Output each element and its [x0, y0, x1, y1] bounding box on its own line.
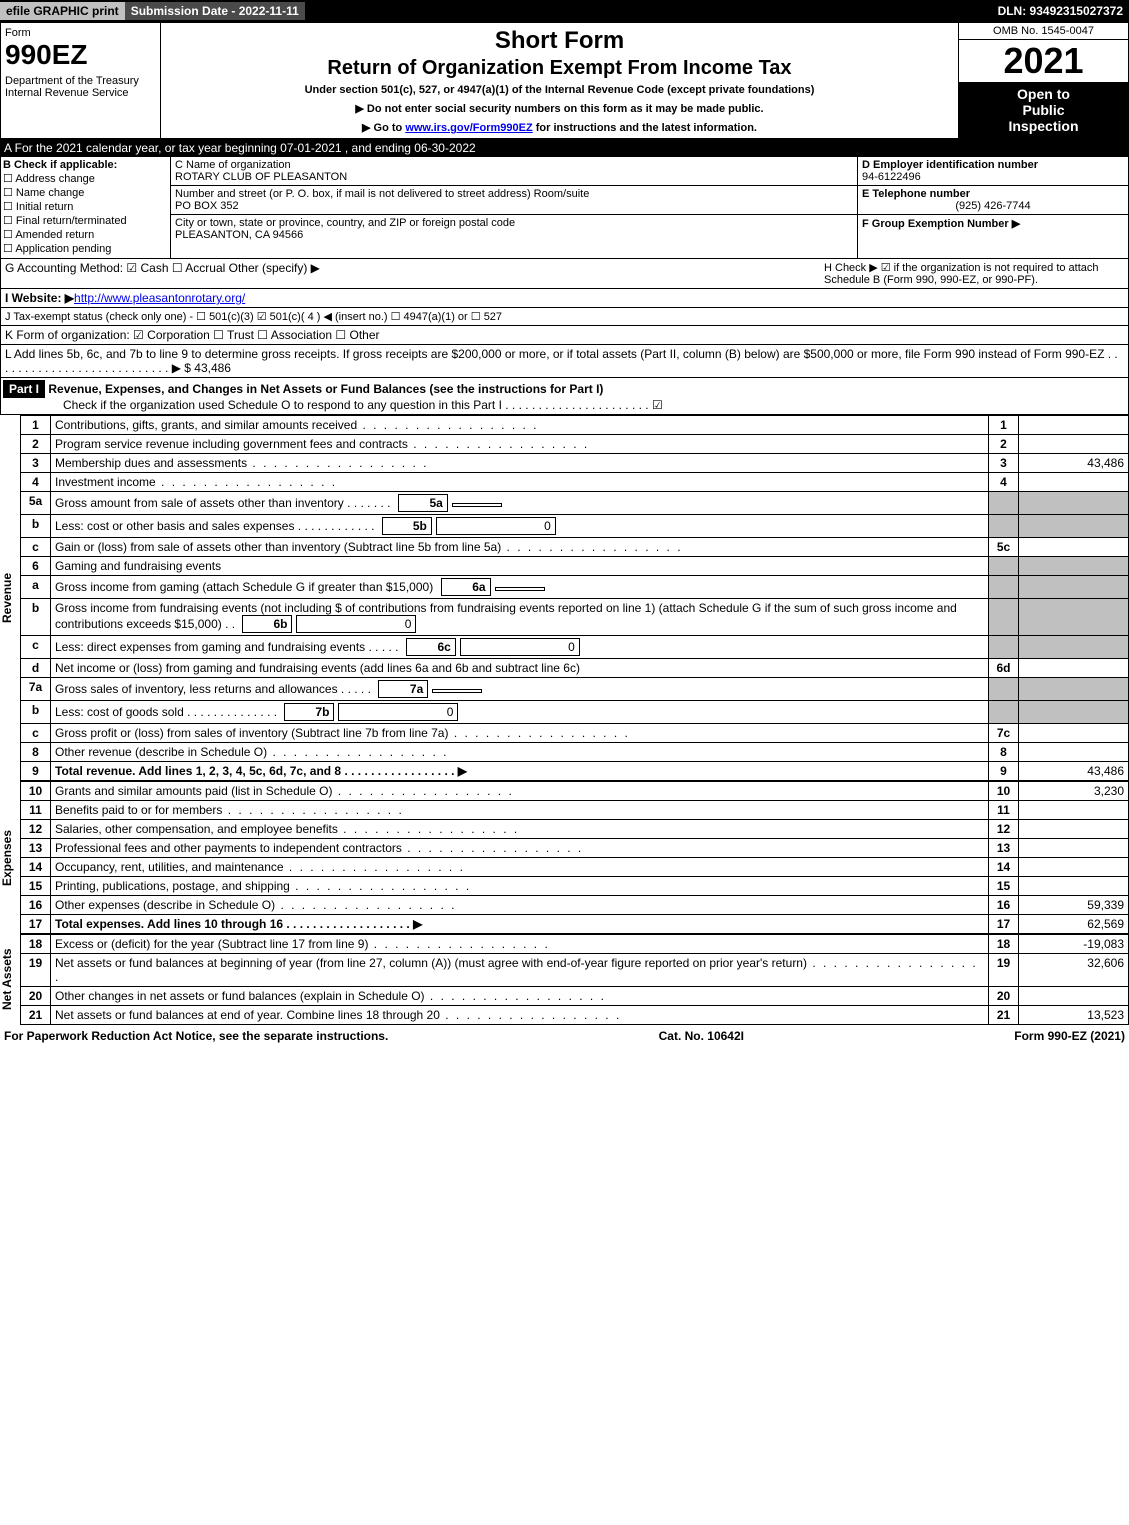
row-12: 12Salaries, other compensation, and empl… [21, 820, 1129, 839]
col-b: B Check if applicable: ☐ Address change … [1, 157, 171, 258]
row-8: 8Other revenue (describe in Schedule O)8 [21, 743, 1129, 762]
row-5c: cGain or (loss) from sale of assets othe… [21, 538, 1129, 557]
row-16: 16Other expenses (describe in Schedule O… [21, 896, 1129, 915]
form-header: Form 990EZ Department of the Treasury In… [0, 22, 1129, 139]
form-label: Form [5, 27, 156, 39]
line-a: A For the 2021 calendar year, or tax yea… [0, 139, 1129, 157]
ftr-right: Form 990-EZ (2021) [1014, 1029, 1125, 1043]
ftr-mid: Cat. No. 10642I [659, 1029, 744, 1043]
row-7b: bLess: cost of goods sold . . . . . . . … [21, 701, 1129, 724]
side-expenses: Expenses [0, 781, 20, 934]
ftr-left: For Paperwork Reduction Act Notice, see … [4, 1029, 388, 1043]
row-20: 20Other changes in net assets or fund ba… [21, 987, 1129, 1006]
row-14: 14Occupancy, rent, utilities, and mainte… [21, 858, 1129, 877]
chk-address[interactable]: ☐ Address change [3, 172, 168, 185]
chk-pending[interactable]: ☐ Application pending [3, 242, 168, 255]
dln: DLN: 93492315027372 [992, 2, 1129, 20]
row-17: 17Total expenses. Add lines 10 through 1… [21, 915, 1129, 934]
omb: OMB No. 1545-0047 [959, 23, 1128, 40]
col-def: D Employer identification number94-61224… [858, 157, 1128, 258]
row-2: 2Program service revenue including gover… [21, 435, 1129, 454]
row-gh: G Accounting Method: ☑ Cash ☐ Accrual Ot… [0, 259, 1129, 289]
subtitle: Under section 501(c), 527, or 4947(a)(1)… [165, 84, 954, 96]
header-right: OMB No. 1545-0047 2021 Open toPublicInsp… [958, 23, 1128, 138]
c-city: City or town, state or province, country… [171, 215, 857, 243]
row-21: 21Net assets or fund balances at end of … [21, 1006, 1129, 1025]
website-link[interactable]: http://www.pleasantonrotary.org/ [74, 291, 245, 305]
form-number: 990EZ [5, 39, 156, 71]
c-street: Number and street (or P. O. box, if mail… [171, 186, 857, 215]
note-2: ▶ Go to www.irs.gov/Form990EZ for instru… [165, 121, 954, 134]
row-18: 18Excess or (deficit) for the year (Subt… [21, 935, 1129, 954]
row-5a: 5aGross amount from sale of assets other… [21, 492, 1129, 515]
expenses-table: 10Grants and similar amounts paid (list … [20, 781, 1129, 934]
f-group: F Group Exemption Number ▶ [858, 215, 1128, 232]
row-19: 19Net assets or fund balances at beginni… [21, 954, 1129, 987]
netassets-table: 18Excess or (deficit) for the year (Subt… [20, 934, 1129, 1025]
col-c: C Name of organizationROTARY CLUB OF PLE… [171, 157, 858, 258]
line-g: G Accounting Method: ☑ Cash ☐ Accrual Ot… [5, 261, 824, 286]
note-1: ▶ Do not enter social security numbers o… [165, 102, 954, 115]
header-left: Form 990EZ Department of the Treasury In… [1, 23, 161, 138]
footer: For Paperwork Reduction Act Notice, see … [0, 1025, 1129, 1047]
box-b-to-f: B Check if applicable: ☐ Address change … [0, 157, 1129, 259]
row-4: 4Investment income4 [21, 473, 1129, 492]
row-7c: cGross profit or (loss) from sales of in… [21, 724, 1129, 743]
tax-year: 2021 [959, 40, 1128, 82]
title-1: Short Form [165, 27, 954, 55]
revenue-section: Revenue 1Contributions, gifts, grants, a… [0, 415, 1129, 781]
row-9: 9Total revenue. Add lines 1, 2, 3, 4, 5c… [21, 762, 1129, 781]
row-6: 6Gaming and fundraising events [21, 557, 1129, 576]
row-6a: aGross income from gaming (attach Schedu… [21, 576, 1129, 599]
netassets-section: Net Assets 18Excess or (deficit) for the… [0, 934, 1129, 1025]
part1-header: Part I Revenue, Expenses, and Changes in… [0, 378, 1129, 415]
line-l: L Add lines 5b, 6c, and 7b to line 9 to … [0, 345, 1129, 378]
irs-link[interactable]: www.irs.gov/Form990EZ [405, 122, 532, 134]
chk-initial[interactable]: ☐ Initial return [3, 200, 168, 213]
title-2: Return of Organization Exempt From Incom… [165, 57, 954, 80]
top-bar: efile GRAPHIC print Submission Date - 20… [0, 0, 1129, 22]
inspection-badge: Open toPublicInspection [959, 82, 1128, 138]
line-i: I Website: ▶http://www.pleasantonrotary.… [0, 289, 1129, 308]
submission-date: Submission Date - 2022-11-11 [125, 2, 305, 20]
efile-label[interactable]: efile GRAPHIC print [0, 2, 125, 20]
header-mid: Short Form Return of Organization Exempt… [161, 23, 958, 138]
row-15: 15Printing, publications, postage, and s… [21, 877, 1129, 896]
d-ein: D Employer identification number94-61224… [858, 157, 1128, 186]
line-h: H Check ▶ ☑ if the organization is not r… [824, 261, 1124, 286]
row-5b: bLess: cost or other basis and sales exp… [21, 515, 1129, 538]
row-13: 13Professional fees and other payments t… [21, 839, 1129, 858]
b-heading: B Check if applicable: [3, 159, 117, 171]
row-3: 3Membership dues and assessments343,486 [21, 454, 1129, 473]
part1-sub: Check if the organization used Schedule … [3, 398, 663, 412]
revenue-table: 1Contributions, gifts, grants, and simil… [20, 415, 1129, 781]
line-j: J Tax-exempt status (check only one) - ☐… [0, 308, 1129, 326]
row-1: 1Contributions, gifts, grants, and simil… [21, 416, 1129, 435]
c-name: C Name of organizationROTARY CLUB OF PLE… [171, 157, 857, 186]
part1-bar: Part I [3, 380, 45, 398]
e-phone: E Telephone number(925) 426-7744 [858, 186, 1128, 215]
row-11: 11Benefits paid to or for members11 [21, 801, 1129, 820]
side-revenue: Revenue [0, 415, 20, 781]
line-k: K Form of organization: ☑ Corporation ☐ … [0, 326, 1129, 345]
row-6b: bGross income from fundraising events (n… [21, 599, 1129, 636]
row-6d: dNet income or (loss) from gaming and fu… [21, 659, 1129, 678]
part1-title: Revenue, Expenses, and Changes in Net As… [48, 382, 603, 396]
chk-final[interactable]: ☐ Final return/terminated [3, 214, 168, 227]
row-10: 10Grants and similar amounts paid (list … [21, 782, 1129, 801]
chk-name[interactable]: ☐ Name change [3, 186, 168, 199]
row-7a: 7aGross sales of inventory, less returns… [21, 678, 1129, 701]
side-netassets: Net Assets [0, 934, 20, 1025]
row-6c: cLess: direct expenses from gaming and f… [21, 636, 1129, 659]
chk-amended[interactable]: ☐ Amended return [3, 228, 168, 241]
expenses-section: Expenses 10Grants and similar amounts pa… [0, 781, 1129, 934]
dept: Department of the Treasury [5, 75, 156, 87]
irs: Internal Revenue Service [5, 87, 156, 99]
